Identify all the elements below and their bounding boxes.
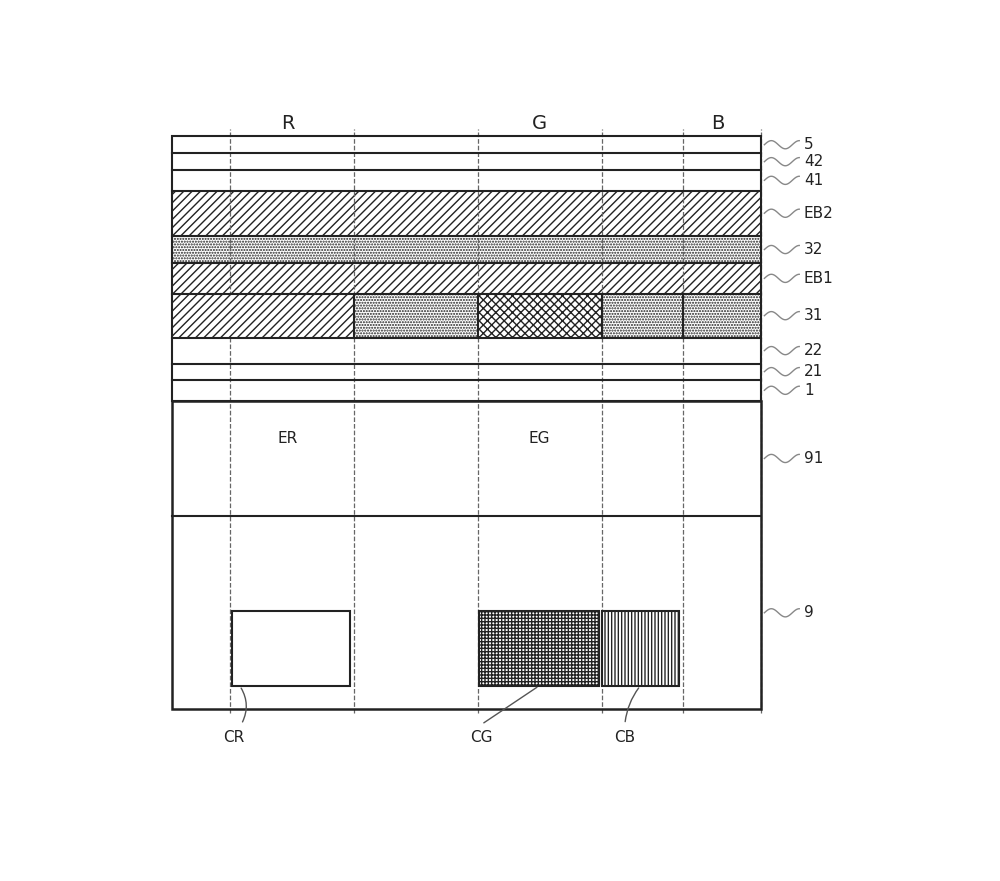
Text: CR: CR (223, 730, 244, 745)
Text: 32: 32 (804, 242, 823, 257)
Text: 22: 22 (804, 343, 823, 358)
Text: 41: 41 (804, 173, 823, 188)
Bar (172, 190, 761, 236)
Bar (172, 236, 761, 263)
Text: 42: 42 (804, 154, 823, 169)
Text: ER: ER (278, 431, 298, 446)
Text: 91: 91 (804, 451, 823, 466)
Text: EB2: EB2 (804, 206, 834, 221)
Text: CB: CB (614, 730, 635, 745)
Text: R: R (281, 114, 294, 133)
Text: 21: 21 (804, 364, 823, 379)
Text: EB1: EB1 (804, 270, 834, 285)
Bar (479, 611, 599, 685)
Bar (172, 137, 761, 401)
Bar (172, 401, 761, 709)
Bar (232, 611, 350, 685)
FancyArrowPatch shape (241, 688, 246, 722)
Text: 1: 1 (804, 383, 814, 398)
Text: CG: CG (470, 730, 493, 745)
Text: 31: 31 (804, 308, 823, 323)
Text: 9: 9 (804, 605, 814, 620)
Bar (602, 611, 679, 685)
Text: EG: EG (529, 431, 550, 446)
FancyArrowPatch shape (625, 688, 639, 722)
Text: 5: 5 (804, 137, 814, 152)
Text: G: G (532, 114, 547, 133)
Bar (478, 293, 602, 337)
Bar (172, 293, 354, 337)
Bar (172, 263, 761, 293)
Text: B: B (711, 114, 725, 133)
FancyArrowPatch shape (484, 687, 537, 722)
Bar (172, 293, 761, 337)
